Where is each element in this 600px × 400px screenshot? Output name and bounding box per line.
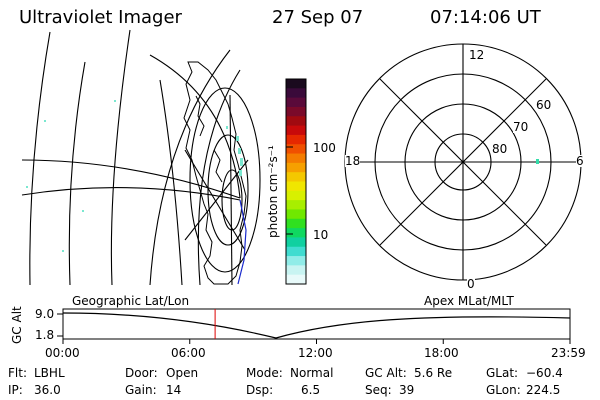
color-bar-cell: [286, 88, 306, 99]
color-bar-frame: [285, 78, 307, 285]
mlat-label-70: 70: [513, 120, 529, 134]
map-latitude-ellipse: [189, 87, 261, 273]
timeline-x-ticks: [62, 339, 571, 344]
map-latitude-ellipse: [221, 169, 243, 231]
map-latitude-ellipse: [207, 134, 249, 246]
timeline-y-top: 9.0: [35, 307, 55, 321]
timeline-altitude-curve: [62, 312, 571, 339]
mlt-label-dawn: 6: [576, 154, 584, 168]
polar-aurora-spot: [536, 159, 539, 164]
timeline-right-label: Apex MLat/MLT: [424, 294, 514, 308]
mlt-label-dusk: 18: [345, 154, 361, 168]
flt-label: Flt:: [8, 366, 27, 380]
color-bar-cells: [286, 79, 306, 285]
color-bar-cell: [286, 79, 306, 89]
color-bar-cell: [286, 218, 306, 229]
color-bar-cell: [286, 134, 306, 145]
mlt-label-noon: 12: [469, 48, 485, 62]
color-bar-cell: [286, 144, 306, 155]
door-label: Door:: [125, 366, 158, 380]
glon-value: 224.5: [526, 383, 561, 397]
seq-value: 39: [399, 383, 415, 397]
color-bar-tick-label: 100: [313, 141, 336, 155]
seq-label: Seq:: [365, 383, 392, 397]
gcalt-label: GC Alt:: [365, 366, 407, 380]
timeline-y-bottom: 1.8: [35, 328, 55, 342]
color-bar-cell: [286, 237, 306, 248]
color-bar-cell: [286, 256, 306, 266]
color-bar-tick-label: 10: [313, 228, 329, 242]
map-meridian-line: [184, 159, 249, 241]
dsp-label: Dsp:: [246, 383, 274, 397]
color-bar-cell: [286, 97, 306, 108]
map-longitude-line: [29, 31, 51, 286]
timeline-x-label: 06:00: [171, 346, 206, 360]
timeline-x-label: 00:00: [45, 346, 80, 360]
ip-label: IP:: [8, 383, 23, 397]
aurora-spots: [26, 100, 243, 252]
color-bar-cell: [286, 116, 306, 127]
map-coastline: [195, 95, 205, 137]
color-bar-cell: [286, 181, 306, 192]
color-bar-cell: [286, 200, 306, 211]
map-latitude-line: [149, 54, 241, 199]
timeline-x-label: 18:00: [424, 346, 459, 360]
door-value: Open: [166, 366, 199, 380]
glon-label: GLon:: [486, 383, 521, 397]
observation-date: 27 Sep 07: [272, 7, 364, 28]
map-meridian-line: [229, 94, 233, 286]
map-latitude-line: [21, 159, 241, 199]
color-bar-cell: [286, 228, 306, 239]
mlt-label-midnight: 0: [467, 277, 475, 291]
map-coastline: [213, 149, 223, 183]
gcalt-value: 5.6 Re: [414, 366, 453, 380]
dsp-value: 6.5: [301, 383, 321, 397]
mlat-label-80: 80: [492, 142, 508, 156]
color-bar-cell: [286, 172, 306, 183]
map-meridian-line: [184, 149, 246, 251]
map-longitude-line: [110, 29, 131, 286]
instrument-title: Ultraviolet Imager: [19, 7, 182, 28]
glat-value: −60.4: [526, 366, 563, 380]
mode-label: Mode:: [246, 366, 283, 380]
timeline-frame: [62, 308, 571, 340]
color-bar-cell: [286, 162, 306, 173]
glat-label: GLat:: [486, 366, 519, 380]
map-longitude-line: [68, 61, 86, 286]
timeline-x-label: 23:59: [551, 346, 586, 360]
timeline-left-label: Geographic Lat/Lon: [72, 294, 190, 308]
map-coastline: [183, 61, 247, 285]
ip-value: 36.0: [34, 383, 61, 397]
polar-diagonal: [379, 78, 547, 246]
timeline-x-label: 12:00: [298, 346, 333, 360]
color-bar-cell: [286, 274, 306, 285]
map-longitude-line: [149, 49, 231, 286]
gain-value: 14: [166, 383, 182, 397]
map-latitude-line: [21, 187, 241, 201]
mlat-label-60: 60: [536, 98, 552, 112]
color-bar-cell: [286, 246, 306, 257]
color-bar-cell: [286, 190, 306, 201]
color-bar-cell: [286, 125, 306, 136]
flt-value: LBHL: [34, 366, 65, 380]
map-terminator-line: [237, 199, 247, 285]
color-bar-cell: [286, 153, 306, 164]
mode-value: Normal: [290, 366, 334, 380]
observation-time: 07:14:06 UT: [430, 7, 541, 28]
map-longitude-line: [197, 69, 241, 286]
map-latitude-line: [159, 79, 183, 286]
gain-label: Gain:: [125, 383, 157, 397]
color-bar-cell: [286, 265, 306, 276]
color-bar-cell: [286, 106, 306, 117]
color-bar-cell: [286, 209, 306, 220]
